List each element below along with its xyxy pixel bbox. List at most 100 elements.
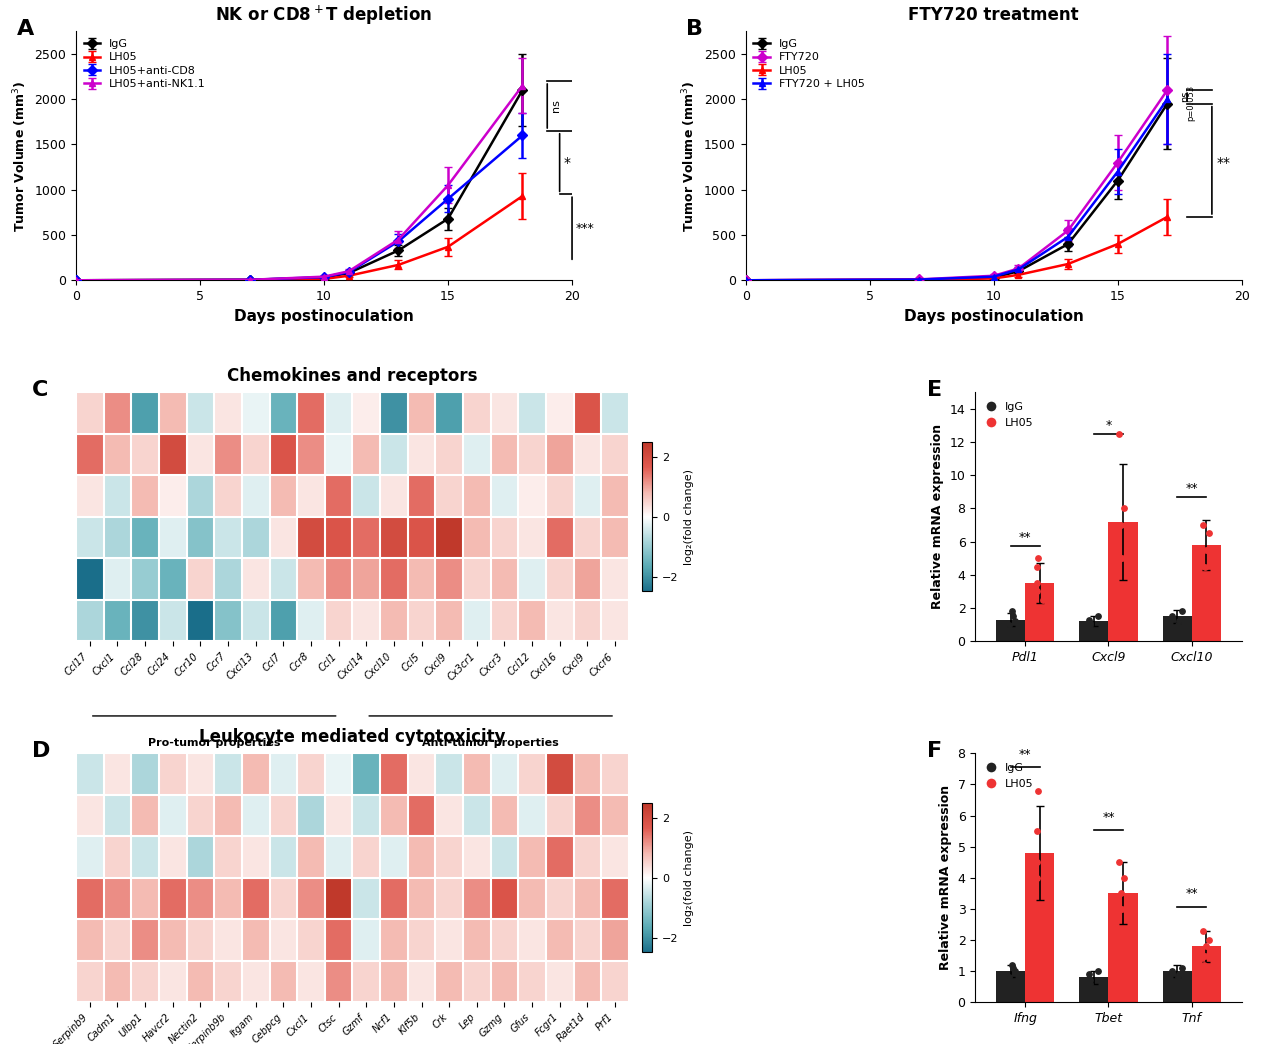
- Point: [1026, 854, 1047, 871]
- Text: C: C: [32, 380, 48, 400]
- Text: ***: ***: [575, 221, 594, 235]
- Text: **: **: [1102, 810, 1115, 824]
- Text: *: *: [1105, 419, 1111, 432]
- Legend: IgG, FTY720, LH05, FTY720 + LH05: IgG, FTY720, LH05, FTY720 + LH05: [751, 37, 867, 91]
- Text: D: D: [32, 741, 51, 761]
- Bar: [1192, 946, 1221, 1002]
- Point: [1195, 947, 1215, 964]
- Point: [1033, 591, 1053, 608]
- Point: [1001, 956, 1021, 973]
- Text: F: F: [927, 741, 943, 761]
- Point: [1026, 559, 1047, 575]
- Title: Leukocyte mediated cytotoxicity: Leukocyte mediated cytotoxicity: [199, 728, 506, 746]
- Text: **: **: [1216, 156, 1230, 169]
- Text: Anti-tumor properties: Anti-tumor properties: [422, 738, 559, 748]
- Point: [1026, 870, 1047, 886]
- Legend: IgG, LH05: IgG, LH05: [981, 398, 1038, 432]
- Point: [1112, 550, 1133, 567]
- Text: **: **: [1019, 748, 1031, 761]
- Point: [1033, 901, 1053, 918]
- Bar: [1163, 616, 1192, 641]
- Point: [1168, 969, 1188, 986]
- Point: [1026, 584, 1047, 600]
- Point: [1169, 966, 1190, 982]
- Bar: [1163, 971, 1192, 1002]
- Point: [1172, 603, 1192, 620]
- Point: [1114, 500, 1134, 517]
- Text: **: **: [1186, 482, 1199, 495]
- Point: [1081, 975, 1101, 992]
- Bar: [1079, 621, 1109, 641]
- Point: [1169, 613, 1190, 630]
- Point: [1114, 584, 1134, 600]
- Point: [1194, 922, 1214, 939]
- Point: [1162, 963, 1182, 979]
- Legend: IgG, LH05: IgG, LH05: [981, 759, 1038, 793]
- Bar: [1109, 522, 1138, 641]
- Bar: [996, 971, 1025, 1002]
- Point: [1114, 931, 1134, 948]
- X-axis label: Days postinoculation: Days postinoculation: [234, 309, 414, 324]
- Point: [1196, 542, 1216, 559]
- Title: NK or CD8$^+$T depletion: NK or CD8$^+$T depletion: [215, 3, 432, 26]
- Bar: [1109, 894, 1138, 1002]
- Point: [1194, 567, 1214, 584]
- Point: [1087, 608, 1107, 624]
- Point: [1081, 972, 1101, 989]
- Point: [1110, 426, 1130, 443]
- Text: p=0.053: p=0.053: [1186, 85, 1195, 121]
- Point: [1079, 612, 1100, 628]
- Point: [1162, 608, 1182, 624]
- Point: [1111, 517, 1131, 533]
- Point: [1081, 616, 1101, 633]
- Point: [1111, 885, 1131, 902]
- Point: [1028, 550, 1048, 567]
- Point: [1005, 963, 1025, 979]
- Text: **: **: [1019, 530, 1031, 544]
- Point: [1028, 782, 1048, 799]
- Point: [1194, 956, 1214, 973]
- Text: **: **: [1186, 887, 1199, 900]
- Bar: [1025, 853, 1054, 1002]
- Point: [1195, 559, 1215, 575]
- Y-axis label: log₂(fold change): log₂(fold change): [684, 830, 694, 926]
- Y-axis label: Relative mRNA expression: Relative mRNA expression: [931, 424, 944, 610]
- Point: [1087, 963, 1107, 979]
- Point: [1079, 966, 1100, 982]
- Bar: [1025, 584, 1054, 641]
- Text: Pro-tumor properties: Pro-tumor properties: [148, 738, 280, 748]
- Legend: IgG, LH05, LH05+anti-CD8, LH05+anti-NK1.1: IgG, LH05, LH05+anti-CD8, LH05+anti-NK1.…: [81, 37, 208, 91]
- Point: [1026, 823, 1047, 839]
- Point: [1196, 938, 1216, 954]
- Point: [1001, 603, 1021, 620]
- Y-axis label: Relative mRNA expression: Relative mRNA expression: [939, 785, 952, 970]
- Text: ns: ns: [1180, 91, 1190, 102]
- Text: A: A: [16, 19, 34, 39]
- Point: [1002, 959, 1022, 976]
- Point: [1000, 969, 1020, 986]
- Text: E: E: [927, 380, 943, 400]
- Bar: [996, 620, 1025, 641]
- Point: [1112, 901, 1133, 918]
- Bar: [1192, 545, 1221, 641]
- Bar: [1079, 977, 1109, 1002]
- Point: [1026, 575, 1047, 592]
- Point: [1005, 613, 1025, 630]
- Point: [1199, 931, 1219, 948]
- Y-axis label: log₂(fold change): log₂(fold change): [684, 469, 694, 565]
- Text: B: B: [687, 19, 703, 39]
- Point: [1168, 616, 1188, 633]
- Text: ns: ns: [551, 99, 561, 112]
- Text: *: *: [564, 156, 570, 169]
- Point: [1199, 525, 1219, 542]
- Point: [1081, 615, 1101, 632]
- Y-axis label: Tumor Volume (mm$^3$): Tumor Volume (mm$^3$): [11, 80, 29, 232]
- X-axis label: Days postinoculation: Days postinoculation: [903, 309, 1083, 324]
- Title: FTY720 treatment: FTY720 treatment: [908, 6, 1079, 24]
- Point: [1000, 616, 1020, 633]
- Point: [1114, 870, 1134, 886]
- Point: [1194, 517, 1214, 533]
- Point: [1002, 608, 1022, 624]
- Y-axis label: Tumor Volume (mm$^3$): Tumor Volume (mm$^3$): [680, 80, 698, 232]
- Point: [1110, 854, 1130, 871]
